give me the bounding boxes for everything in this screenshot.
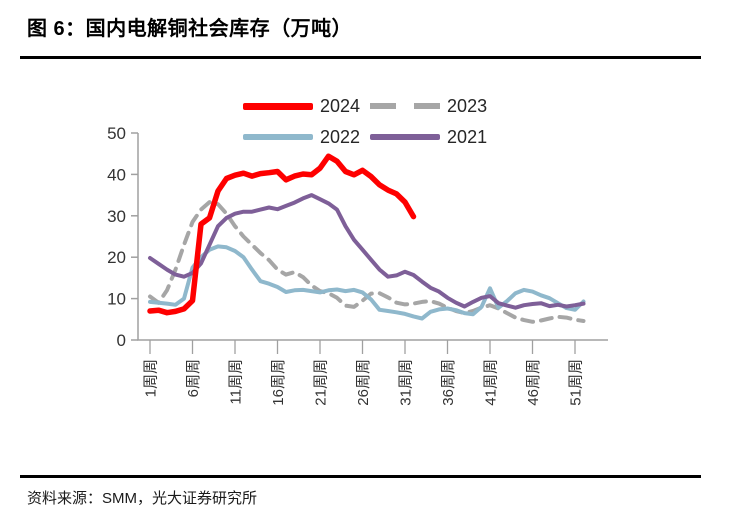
legend-swatch-2022: [243, 134, 313, 140]
legend-item-2024: 2024: [243, 97, 360, 115]
legend-swatch-2021: [370, 134, 441, 140]
legend-swatch-2023: [370, 103, 441, 109]
legend-label-2022: 2022: [320, 127, 361, 147]
series-line-2024: [147, 153, 417, 316]
legend-item-2021: 2021: [370, 128, 487, 146]
y-tick-label: 10: [107, 290, 126, 309]
x-tick-label: 36周周: [440, 359, 457, 406]
legend-swatch-2024: [243, 102, 313, 110]
x-tick-label: 21周周: [313, 359, 330, 406]
series-line-2021: [148, 193, 586, 310]
y-tick-label: 40: [107, 165, 126, 184]
legend-label-2021: 2021: [447, 127, 488, 147]
source-text: 资料来源：SMM，光大证券研究所: [27, 490, 257, 507]
x-tick-label: 31周周: [398, 359, 415, 406]
x-tick-label: 6周周: [185, 359, 202, 397]
x-tick-label: 1周周: [143, 359, 160, 397]
inventory-line-chart: 0 10 20 30 40 50 1周周 6周周 11周周 16周周 21周周 26周周 31周周 36周…: [107, 124, 608, 406]
legend-item-2022: 2022: [243, 128, 360, 146]
x-tick-label: 16周周: [270, 359, 287, 406]
x-tick-label: 11周周: [228, 359, 245, 405]
x-tick-label: 26周周: [355, 359, 372, 406]
x-tick-label: 46周周: [525, 359, 542, 406]
y-tick-label: 20: [107, 248, 126, 267]
y-tick-label: 30: [107, 207, 126, 226]
axes: [137, 133, 608, 341]
legend-label-2023: 2023: [447, 96, 488, 116]
y-tick-label: 50: [107, 124, 126, 143]
legend-label-2024: 2024: [320, 96, 361, 116]
legend-row-1: 2024 2023: [243, 97, 497, 115]
legend-item-2023: 2023: [370, 97, 487, 115]
y-tick-label: 0: [117, 331, 126, 350]
figure-title: 图 6：国内电解铜社会库存（万吨）: [27, 18, 353, 40]
series-line-2022: [148, 244, 586, 321]
legend-row-2: 2022 2021: [243, 128, 497, 146]
source-divider: [20, 475, 701, 478]
title-divider: [20, 56, 701, 59]
series-line-2023: [148, 200, 586, 324]
x-tick-label: 41周周: [483, 359, 500, 406]
x-tick-label: 51周周: [568, 359, 585, 406]
chart-legend: 2024 2023 2022 2021: [243, 97, 497, 146]
